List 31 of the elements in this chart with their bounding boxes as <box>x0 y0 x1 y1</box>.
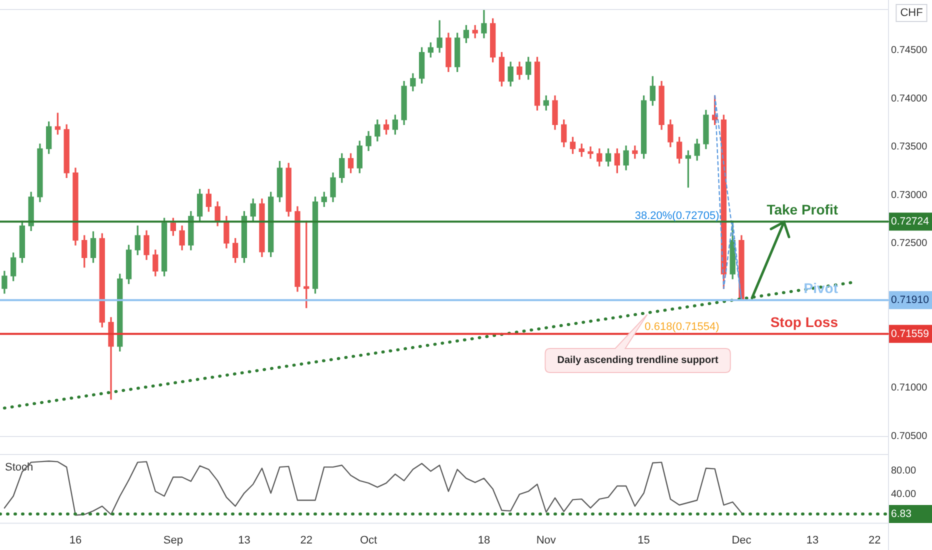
category-label: 22 <box>868 534 881 546</box>
category-label: 15 <box>638 534 650 546</box>
annotation: 0.618(0.71554) <box>644 320 720 333</box>
y-tick-label: 0.70500 <box>891 430 928 442</box>
ref-line-label: 0.71910 <box>891 294 930 306</box>
ref-line-label: 0.72724 <box>891 216 930 228</box>
category-label: 13 <box>238 534 250 546</box>
category-label: 18 <box>478 534 490 546</box>
y-tick-label: 0.71000 <box>891 382 928 394</box>
annotation: 38.20%(0.72705) <box>634 210 720 222</box>
category-label: Nov <box>536 534 556 546</box>
annotation: Daily ascending trendline support <box>557 355 720 366</box>
y-tick-label: 0.74000 <box>891 93 928 104</box>
category-label: 22 <box>300 534 312 546</box>
category-label: Dec <box>732 534 752 546</box>
y-tick-label: 0.73500 <box>891 142 928 153</box>
category-label: 13 <box>806 534 819 546</box>
annotation: Pivot <box>804 280 838 296</box>
category-label: Sep <box>163 534 183 546</box>
y-tick-label: 0.73000 <box>891 190 928 201</box>
category-label: 16 <box>69 534 82 546</box>
y-tick-label: 0.72500 <box>891 238 928 249</box>
annotation: Stop Loss <box>770 314 838 330</box>
y-tick-label: 80.00 <box>891 465 916 476</box>
y-tick-label: 40.00 <box>891 489 916 500</box>
annotation: Take Profit <box>766 201 838 218</box>
ref-line-label: 6.83 <box>891 508 912 520</box>
y-axis-title: CHF <box>900 7 924 20</box>
y-tick-label: 0.74500 <box>891 45 928 56</box>
ref-line-label: 0.71559 <box>891 328 930 340</box>
category-label: Oct <box>360 534 378 546</box>
